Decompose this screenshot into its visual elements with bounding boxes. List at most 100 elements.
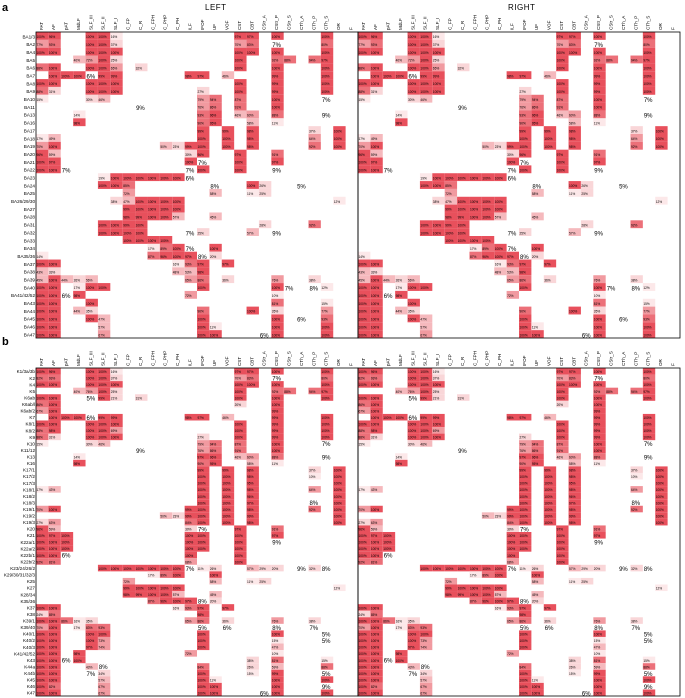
- cell-value: 100%: [49, 294, 57, 298]
- cell-value: 100%: [520, 488, 528, 492]
- cell-value: 100%: [160, 567, 168, 571]
- cell-value: 40%: [74, 59, 81, 63]
- cell-value: 100%: [198, 325, 206, 329]
- heatmap-cell: [271, 676, 284, 683]
- cell-value: 100%: [49, 554, 57, 558]
- row-label: BA20: [24, 152, 36, 157]
- cell-value: 33%: [371, 271, 378, 275]
- cell-value: 88%: [359, 436, 366, 440]
- cell-value: 96%: [371, 35, 378, 39]
- heatmap-cell: [407, 79, 420, 87]
- heatmap-cell: [85, 55, 98, 64]
- column-label-af: AF: [373, 24, 378, 30]
- cell-value: 92%: [272, 390, 279, 394]
- cell-value: 99%: [272, 416, 279, 420]
- cell-value: 7%: [186, 247, 195, 253]
- cell-value: 100%: [235, 547, 243, 551]
- cell-value: 7%: [631, 626, 640, 632]
- cell-value: 46%: [222, 74, 229, 78]
- heatmap-cell: [221, 134, 235, 142]
- heatmap-cell: [320, 663, 334, 670]
- heatmap-cell: [197, 486, 210, 493]
- cell-value: 94%: [532, 98, 539, 102]
- heatmap-cell: [519, 538, 532, 546]
- cell-value: 65%: [507, 619, 514, 623]
- heatmap-cell: [469, 591, 482, 598]
- heatmap-cell: [543, 486, 557, 493]
- cell-value: 60%: [569, 455, 576, 459]
- heatmap-cell: [556, 525, 569, 532]
- heatmap-cell: [519, 486, 532, 493]
- heatmap-cell: [519, 545, 532, 552]
- heatmap-cell: [444, 220, 458, 229]
- heatmap-cell: [48, 532, 61, 539]
- heatmap-cell: [60, 71, 74, 80]
- heatmap-cell: [221, 486, 235, 493]
- heatmap-cell: [209, 102, 222, 111]
- heatmap-cell: [395, 623, 408, 631]
- cell-value: 97%: [544, 263, 551, 267]
- cell-value: 100%: [49, 409, 57, 413]
- cell-value: 11%: [247, 580, 253, 584]
- heatmap-cell: [209, 591, 222, 598]
- heatmap-cell: [481, 564, 495, 572]
- cell-value: 15%: [643, 659, 650, 663]
- cell-value: 98%: [569, 469, 576, 473]
- heatmap-cell: [358, 86, 371, 95]
- cell-value: 10%: [272, 294, 279, 298]
- cell-value: 100%: [98, 223, 106, 227]
- cell-value: 15%: [359, 442, 366, 446]
- heatmap-cell: [370, 433, 383, 441]
- cell-value: 76%: [408, 390, 415, 394]
- heatmap-cell: [382, 538, 396, 546]
- cell-value: 100%: [98, 390, 106, 394]
- row-label: K20: [27, 527, 36, 532]
- cell-value: 99%: [520, 469, 527, 473]
- cell-value: 37%: [309, 469, 316, 473]
- row-label: K22a/2: [20, 546, 35, 551]
- heatmap-cell: [234, 63, 247, 72]
- cell-value: 100%: [520, 672, 528, 676]
- cell-value: 97%: [49, 161, 56, 165]
- heatmap-cell: [642, 298, 656, 307]
- cell-value: 100%: [198, 501, 206, 505]
- cell-value: 5%: [409, 396, 418, 402]
- heatmap-cell: [320, 63, 334, 72]
- cell-value: 23%: [173, 514, 180, 518]
- row-label: K25: [27, 579, 36, 584]
- row-label: BA26/29/30: [11, 199, 35, 204]
- heatmap-cell: [568, 472, 581, 480]
- cell-value: 88%: [321, 665, 328, 669]
- heatmap-cell: [419, 564, 433, 572]
- column-label-cst: CST: [237, 357, 242, 366]
- cell-value: 17%: [37, 137, 44, 141]
- cell-value: 100%: [222, 501, 230, 505]
- row-label: BA28: [24, 215, 36, 220]
- column-label-mdlf: MdLF: [76, 354, 81, 366]
- cell-value: 93%: [49, 43, 56, 47]
- cell-value: 11%: [532, 325, 538, 329]
- cell-value: 97%: [569, 501, 576, 505]
- heatmap-cell: [593, 532, 606, 539]
- heatmap-cell: [593, 656, 606, 664]
- cell-value: 99%: [433, 416, 440, 420]
- heatmap-cell: [642, 32, 656, 40]
- heatmap-cell: [519, 610, 532, 618]
- heatmap-cell: [135, 394, 148, 401]
- cell-value: 100%: [594, 403, 602, 407]
- heatmap-cell: [407, 306, 420, 315]
- heatmap-cell: [36, 394, 49, 401]
- row-label: K1/3a/3b: [17, 369, 36, 374]
- cell-value: 86%: [61, 619, 68, 623]
- cell-value: 57%: [173, 216, 180, 220]
- cell-value: 36%: [544, 619, 551, 623]
- cell-value: 99%: [123, 208, 130, 212]
- heatmap-cell: [556, 400, 569, 408]
- heatmap-cell: [36, 420, 49, 428]
- heatmap-cell: [407, 298, 420, 307]
- heatmap-cell: [358, 141, 371, 150]
- cell-value: 100%: [49, 82, 57, 86]
- row-label: BA25: [24, 191, 36, 196]
- heatmap-cell: [556, 63, 569, 72]
- heatmap-cell: [320, 283, 334, 291]
